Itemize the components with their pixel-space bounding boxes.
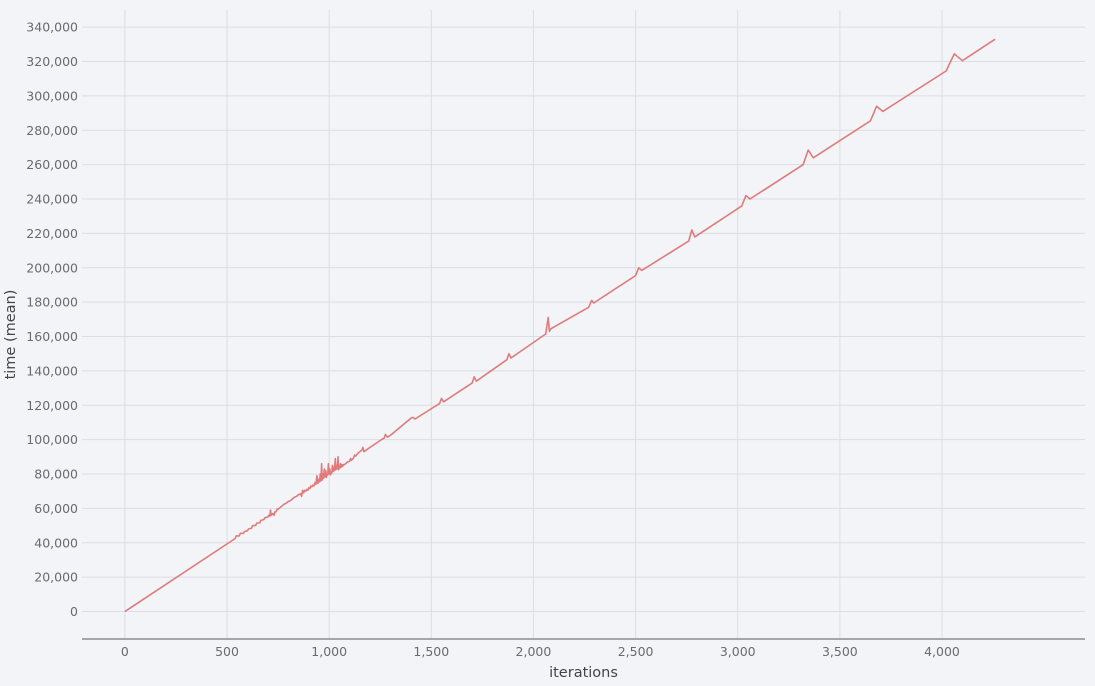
x-tick-label: 1,500 <box>413 644 449 659</box>
y-tick-label: 240,000 <box>26 192 78 207</box>
y-tick-label: 100,000 <box>26 432 78 447</box>
y-tick-label: 140,000 <box>26 363 78 378</box>
vertical-gridlines <box>124 10 943 639</box>
x-axis-title: iterations <box>549 665 618 681</box>
y-tick-label: 280,000 <box>26 123 78 138</box>
y-tick-label: 300,000 <box>26 88 78 103</box>
y-axis-title: time (mean) <box>3 290 19 380</box>
x-tick-labels: 0 500 1,000 1,500 2,000 2,500 3,000 3,500 4,000 <box>121 644 960 659</box>
x-tick-label: 3,500 <box>822 644 858 659</box>
y-tick-label: 200,000 <box>26 260 78 275</box>
x-tick-label: 500 <box>215 644 239 659</box>
y-tick-label: 260,000 <box>26 157 78 172</box>
y-tick-label: 0 <box>70 604 78 619</box>
x-tick-label: 0 <box>121 644 129 659</box>
x-tick-label: 2,000 <box>516 644 552 659</box>
horizontal-gridlines <box>82 26 1085 613</box>
x-tick-label: 1,000 <box>311 644 347 659</box>
y-tick-label: 320,000 <box>26 54 78 69</box>
x-tick-label: 3,000 <box>720 644 756 659</box>
y-tick-label: 40,000 <box>34 535 78 550</box>
x-tick-label: 4,000 <box>924 644 960 659</box>
y-tick-label: 220,000 <box>26 226 78 241</box>
y-tick-label: 120,000 <box>26 398 78 413</box>
y-tick-label: 20,000 <box>34 570 78 585</box>
y-tick-label: 160,000 <box>26 329 78 344</box>
series-line <box>124 38 996 613</box>
x-tick-label: 2,500 <box>618 644 654 659</box>
y-tick-label: 340,000 <box>26 20 78 35</box>
y-tick-label: 180,000 <box>26 295 78 310</box>
y-tick-label: 60,000 <box>34 501 78 516</box>
y-tick-label: 80,000 <box>34 467 78 482</box>
y-tick-labels: 0 20,000 40,000 60,000 80,000 100,000 120,000 1… <box>26 20 78 619</box>
